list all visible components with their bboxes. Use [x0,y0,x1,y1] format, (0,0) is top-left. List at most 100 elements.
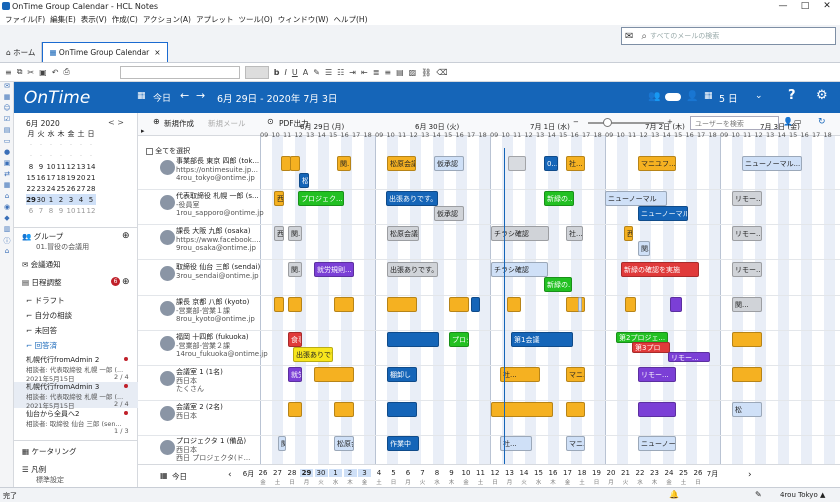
calendar-event[interactable]: 関... [732,297,762,312]
calendar-event[interactable]: プロジェク... [298,191,344,206]
tab-close-icon[interactable]: × [154,48,161,57]
new-button[interactable]: 新規作成 [164,119,194,128]
mini-calendar-day[interactable]: · [59,140,63,149]
calendar-event[interactable]: 松 [732,402,762,417]
footer-date[interactable]: 21 [621,469,630,477]
new-icon[interactable]: ⊕ [153,117,160,126]
calendar-event[interactable]: 松原会議 [387,156,416,171]
menu-window[interactable]: ウィンドウ(W) [277,14,329,24]
calendar-event[interactable] [732,367,762,382]
footer-date[interactable]: 18 [577,469,587,477]
mini-calendar-day[interactable]: 28 [86,184,96,193]
footer-date[interactable]: 30 [314,469,328,477]
sametime-icon[interactable]: ● [3,148,11,156]
calendar-event[interactable] [732,332,762,347]
footer-today-button[interactable]: 今日 [172,472,187,481]
align-left-icon[interactable]: ≣ [372,67,380,77]
today-icon[interactable]: ▦ [160,471,168,480]
calendar-event[interactable] [578,297,582,312]
footer-date[interactable]: 28 [287,469,297,477]
calendar-event[interactable]: 社... [500,367,540,382]
close-button[interactable]: ✕ [823,1,831,11]
calendar-event[interactable] [288,402,302,417]
consult-list-item[interactable]: 仙台から全員へ2 相談者: 取締役 仙台 三郎 (sen... 1 / 3 [14,409,138,435]
add-group-icon[interactable]: ⊕ [122,231,130,241]
mini-calendar-day[interactable]: 2 [56,194,66,205]
calendar-event[interactable]: リモー... [732,191,762,206]
person-info[interactable]: 会議室 1 (1名) 西日本 たくさん [176,368,274,394]
consult-list-item[interactable]: 札幌代行fromAdmin 3 相談者: 代表取締役 札幌 一郎 (... 2021… [14,382,138,410]
calendar-event[interactable]: 第1会議 [511,332,573,347]
files-icon[interactable]: ▦ [3,181,11,189]
calendar-event[interactable] [566,402,585,417]
footer-date[interactable]: 4 [376,469,382,477]
notebook-icon[interactable]: ▤ [3,126,11,134]
mini-calendar-day[interactable]: 7 [38,206,44,215]
legend-item[interactable]: ☰ 凡例 [22,464,46,475]
mini-calendar-day[interactable]: 11 [76,206,86,215]
database-icon[interactable]: ▥ [3,225,11,233]
answered-item[interactable]: ⌐ 回答済 [26,341,58,350]
person-info[interactable]: 事業部長 東京 四郎 (tok... https://ontimesuite.jp… [176,157,274,183]
menu-applet[interactable]: アプレット [195,14,234,24]
footer-date[interactable]: 26 [258,469,268,477]
footer-date[interactable]: 1 [329,469,342,477]
calendar-event[interactable]: ニューノーマル [638,206,688,221]
footer-prev-icon[interactable]: ‹ [228,470,232,480]
footer-date[interactable]: 2 [343,469,357,477]
paste-icon[interactable]: ▣ [39,67,47,77]
mini-calendar-day[interactable]: 18 [56,173,66,182]
catering-item[interactable]: ▦ ケータリング [22,446,76,457]
calendar-event[interactable]: 仮承認 [434,206,464,221]
select-all[interactable]: 全てを選択 [146,146,190,156]
calendar-event[interactable] [387,297,417,312]
meeting-notice[interactable]: ✉ 会議通知 [22,259,61,270]
footer-date[interactable]: 6月 [242,470,255,478]
contacts-icon[interactable]: ☺ [3,104,11,112]
today-icon[interactable]: ▦ [137,91,146,101]
calendar-event[interactable]: 棚卸し [387,367,417,382]
calendar-event[interactable]: チラシ確認 [491,262,548,277]
menu-create[interactable]: 作成(C) [111,14,138,24]
calendar-event[interactable]: ニューノーマル [605,191,667,206]
footer-date[interactable]: 26 [693,469,703,477]
footer-date[interactable]: 10 [461,469,471,477]
menu-action[interactable]: アクション(A) [142,14,191,24]
calendar-event[interactable] [334,402,354,417]
calendar-event[interactable]: 西 [624,226,633,241]
mail-icon[interactable]: ✉ [4,82,10,90]
settings-gear-icon[interactable]: ⚙ [816,88,828,103]
mail-search-field[interactable]: ✉ ⌕ すべてのメールの検索 [621,27,836,45]
mini-calendar-day[interactable]: · [39,140,43,149]
new-mail-button[interactable]: 新規メール [208,119,246,128]
calendar-event[interactable]: 食事制限 [288,332,302,347]
footer-date[interactable]: 5 [391,469,396,477]
select-all-checkbox[interactable] [146,147,153,155]
mini-calendar-day[interactable]: 13 [76,162,86,171]
workspace-icon[interactable]: ⌂ [4,192,10,200]
replica-icon[interactable]: ⇄ [4,170,10,178]
image-icon[interactable]: ▨ [408,67,417,77]
text-color-icon[interactable]: A [302,67,309,77]
eraser-icon[interactable]: ⌫ [436,67,448,77]
footer-date[interactable]: 13 [505,469,514,477]
mini-calendar-day[interactable]: 3 [66,194,76,205]
own-item[interactable]: ⌐ 自分の相談 [26,311,73,320]
mini-calendar-day[interactable]: 20 [76,173,86,182]
prev-arrow-icon[interactable]: ← [180,89,190,102]
table-icon[interactable]: ▤ [396,67,404,77]
footer-date[interactable]: 27 [273,469,282,477]
mini-calendar-day[interactable]: · [89,140,93,149]
footer-date[interactable]: 25 [679,469,688,477]
calendar-event[interactable]: マニユフ... [638,156,676,171]
apps-icon[interactable]: ▣ [3,159,11,167]
expand-icon[interactable]: ▸ [141,127,145,135]
edit-icon[interactable]: ✎ [755,490,762,499]
mini-calendar-day[interactable]: 25 [56,184,66,193]
menu-view[interactable]: 表示(V) [80,14,107,24]
calendar-event[interactable]: 西 [274,191,284,206]
mini-calendar-day[interactable]: 26 [66,184,76,193]
minical-nav[interactable]: < > [108,118,124,127]
days-select[interactable]: 5 日 [719,94,738,105]
mini-calendar-day[interactable]: · [29,151,33,160]
